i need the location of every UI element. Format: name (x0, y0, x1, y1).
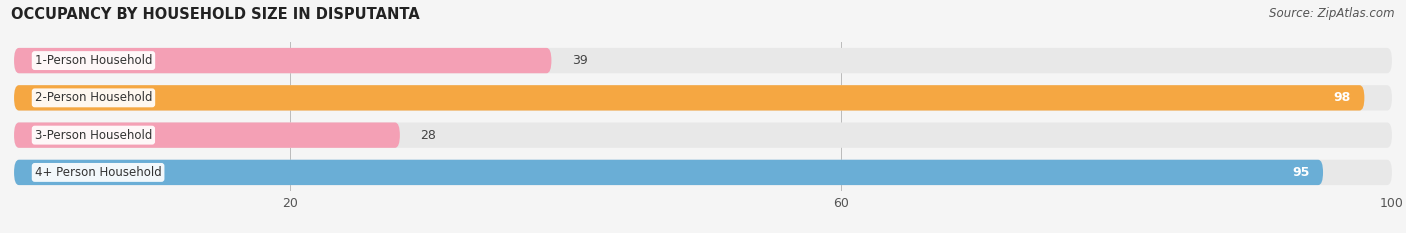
FancyBboxPatch shape (14, 123, 1392, 148)
Text: 3-Person Household: 3-Person Household (35, 129, 152, 142)
Text: 2-Person Household: 2-Person Household (35, 91, 152, 104)
Text: 1-Person Household: 1-Person Household (35, 54, 152, 67)
Text: OCCUPANCY BY HOUSEHOLD SIZE IN DISPUTANTA: OCCUPANCY BY HOUSEHOLD SIZE IN DISPUTANT… (11, 7, 420, 22)
FancyBboxPatch shape (14, 85, 1392, 110)
FancyBboxPatch shape (14, 48, 1392, 73)
Text: 98: 98 (1333, 91, 1351, 104)
FancyBboxPatch shape (14, 85, 1364, 110)
FancyBboxPatch shape (14, 160, 1392, 185)
Text: 95: 95 (1292, 166, 1309, 179)
Text: 39: 39 (572, 54, 588, 67)
Text: 4+ Person Household: 4+ Person Household (35, 166, 162, 179)
FancyBboxPatch shape (14, 160, 1323, 185)
FancyBboxPatch shape (14, 123, 399, 148)
FancyBboxPatch shape (14, 48, 551, 73)
Text: 28: 28 (420, 129, 436, 142)
Text: Source: ZipAtlas.com: Source: ZipAtlas.com (1270, 7, 1395, 20)
